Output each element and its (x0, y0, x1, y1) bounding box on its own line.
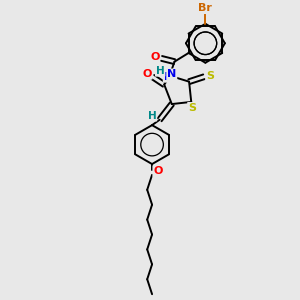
Text: S: S (206, 71, 214, 81)
Text: O: O (142, 69, 152, 79)
Text: H: H (156, 66, 164, 76)
Text: N: N (164, 72, 173, 82)
Text: Br: Br (199, 3, 212, 13)
Text: O: O (153, 166, 163, 176)
Text: H: H (148, 111, 156, 121)
Text: N: N (167, 69, 176, 79)
Text: O: O (150, 52, 160, 62)
Text: S: S (188, 103, 196, 113)
